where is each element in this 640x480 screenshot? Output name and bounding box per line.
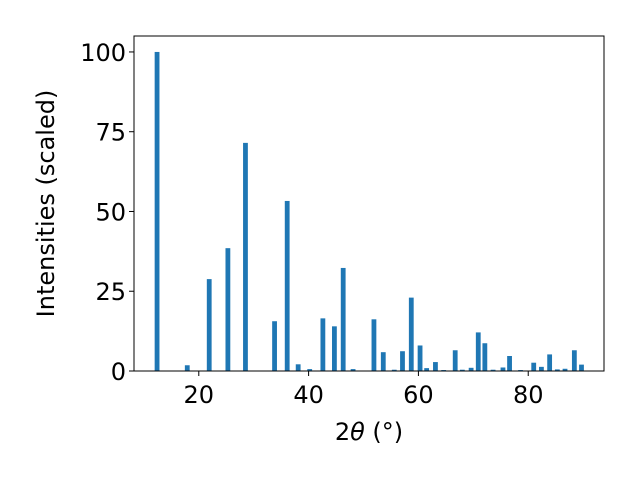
bar xyxy=(184,365,190,371)
bar xyxy=(154,51,160,371)
bar xyxy=(206,279,212,371)
bar xyxy=(507,356,512,371)
bar xyxy=(284,200,290,371)
bar xyxy=(547,354,553,371)
bar xyxy=(433,362,438,371)
y-tick-label: 100 xyxy=(80,39,126,67)
y-axis-ticks: 0 25 50 75 100 xyxy=(80,39,134,386)
bar xyxy=(475,332,481,371)
y-tick-label: 0 xyxy=(111,358,126,386)
x-tick-label: 40 xyxy=(293,381,324,409)
bar xyxy=(295,364,301,371)
bar xyxy=(539,366,544,371)
bar xyxy=(452,350,458,371)
x-axis-ticks: 20 40 60 80 xyxy=(184,371,544,409)
bar xyxy=(340,267,346,371)
bar xyxy=(225,248,231,371)
x-tick-label: 80 xyxy=(513,381,544,409)
plot-frame xyxy=(133,35,605,372)
x-axis-label: 2θ (°) xyxy=(335,418,403,446)
bar xyxy=(579,364,584,371)
bar xyxy=(307,369,313,371)
bar xyxy=(371,319,377,371)
bar xyxy=(243,142,248,371)
bar xyxy=(272,321,277,371)
x-tick-label: 60 xyxy=(403,381,434,409)
y-tick-label: 75 xyxy=(95,119,126,147)
bar xyxy=(408,297,414,371)
y-axis-label: Intensities (scaled) xyxy=(32,90,60,318)
bar xyxy=(571,350,577,371)
bar xyxy=(531,362,537,371)
bars xyxy=(154,51,584,371)
y-tick-label: 50 xyxy=(95,198,126,226)
y-tick-label: 25 xyxy=(95,278,126,306)
bar xyxy=(417,345,423,371)
bar xyxy=(424,368,430,371)
bar xyxy=(554,369,560,371)
bar xyxy=(459,369,465,371)
bar xyxy=(562,368,568,371)
x-tick-label: 20 xyxy=(184,381,215,409)
bar xyxy=(500,367,506,371)
bar xyxy=(468,367,474,371)
bar xyxy=(332,326,337,371)
bar xyxy=(380,352,386,371)
bar xyxy=(350,369,356,371)
bar xyxy=(320,318,326,371)
bar xyxy=(400,351,405,371)
bar xyxy=(490,369,496,371)
bar xyxy=(391,369,397,371)
bar xyxy=(482,343,488,371)
